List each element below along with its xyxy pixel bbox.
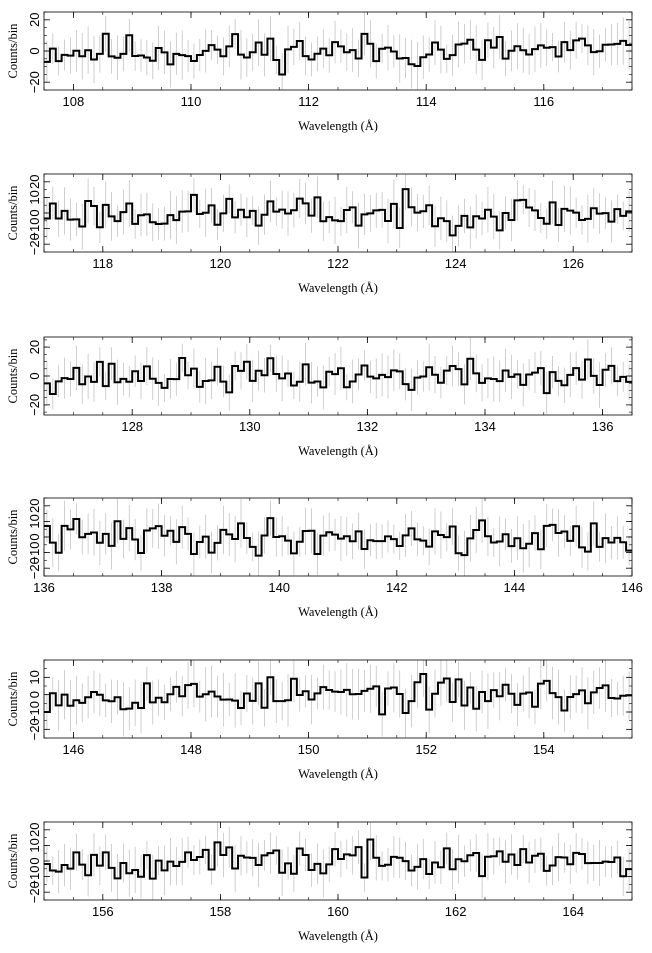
y-axis-label: Counts/bin [6,185,20,241]
y-axis-label: Counts/bin [6,509,20,565]
x-tick-label: 122 [327,256,349,271]
x-tick-label: 118 [92,256,113,271]
y-tick-label: 10 [27,838,42,852]
error-bars [46,660,630,738]
x-axis-label: Wavelength (Å) [298,281,378,295]
spectrum-panel-5: 146 148 150 152 154 −20−10 0 10 Wavelength (Å) Co… [6,659,633,781]
x-axis-label: Wavelength (Å) [298,929,378,943]
x-tick-label: 160 [327,904,349,919]
count-histogram [44,188,632,237]
x-tick-label: 144 [504,580,526,595]
x-tick-label: 142 [386,580,408,595]
x-tick-label: 128 [121,419,143,434]
y-tick-label: 20 [27,13,42,27]
x-tick-label: 156 [92,904,114,919]
y-tick-label: −20 [27,881,42,903]
x-tick-label: 162 [445,904,467,919]
x-tick-label: 154 [533,742,555,757]
y-tick-label: 20 [27,340,42,354]
x-tick-label: 136 [592,419,614,434]
x-tick-label: 126 [562,256,584,271]
count-histogram [44,838,632,880]
y-tick-label: 10 [27,514,42,528]
y-tick-label: 10 [27,670,42,684]
y-tick-label: 0 [27,691,42,698]
x-axis-label: Wavelength (Å) [298,444,378,458]
x-tick-label: 138 [151,580,173,595]
y-tick-label: −10 [27,701,42,723]
x-tick-label: 158 [210,904,232,919]
count-histogram [44,357,632,395]
x-tick-label: 130 [239,419,261,434]
x-tick-label: 152 [415,742,437,757]
x-tick-label: 164 [562,904,584,919]
y-tick-label: −20 [27,718,42,740]
x-tick-label: 112 [298,94,319,109]
error-bars [46,822,630,900]
x-axis-label: Wavelength (Å) [298,767,378,781]
y-tick-label: −10 [27,542,42,564]
x-tick-label: 124 [445,256,467,271]
y-tick-label: −10 [27,866,42,888]
y-tick-label: 0 [27,47,42,54]
error-bars [46,174,630,252]
y-tick-label: 20 [27,823,42,837]
x-tick-label: 146 [63,742,85,757]
x-tick-label: 146 [621,580,643,595]
x-axis-label: Wavelength (Å) [298,605,378,619]
y-tick-label: 20 [27,499,42,513]
count-histogram [44,32,632,76]
y-tick-label: 0 [27,857,42,864]
count-histogram [44,517,632,557]
x-axis-label: Wavelength (Å) [298,119,378,133]
y-tick-label: −20 [27,394,42,416]
x-tick-label: 114 [416,94,437,109]
y-tick-label: 0 [27,533,42,540]
count-histogram [44,673,632,716]
x-tick-label: 150 [298,742,320,757]
x-tick-label: 136 [33,580,55,595]
x-tick-label: 110 [181,94,202,109]
y-axis-label: Counts/bin [6,833,20,889]
plot-frame [43,659,633,739]
spectrum-panel-3: 128 130 132 134 136 −20 0 20 Wavelength (Å) Count… [6,336,633,458]
error-bars [46,337,630,415]
y-tick-label: −20 [27,71,42,93]
spectrum-panel-1: 108 110 112 114 116 −20 0 20 Wavelength (Å) Count… [6,11,633,133]
x-tick-label: 116 [533,94,554,109]
x-tick-label: 148 [180,742,202,757]
x-tick-label: 134 [474,419,496,434]
error-bars [46,12,630,90]
y-tick-label: −20 [27,557,42,579]
y-tick-label: 0 [27,372,42,379]
x-tick-label: 132 [357,419,379,434]
y-tick-label: 20 [27,175,42,189]
y-tick-label: −10 [27,218,42,240]
y-tick-label: 10 [27,190,42,204]
y-axis-label: Counts/bin [6,23,20,79]
y-tick-label: 0 [27,209,42,216]
y-axis-label: Counts/bin [6,671,20,727]
y-axis-label: Counts/bin [6,348,20,404]
y-tick-label: −20 [27,233,42,255]
x-tick-label: 120 [210,256,232,271]
x-tick-label: 140 [268,580,290,595]
x-tick-label: 108 [63,94,85,109]
